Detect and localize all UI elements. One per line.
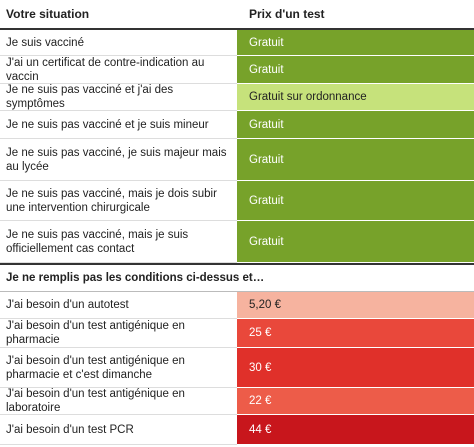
price-cell: 30 €: [237, 348, 474, 388]
table-row: J'ai besoin d'un test antigénique en pha…: [0, 319, 474, 348]
price-cell: Gratuit: [237, 111, 474, 139]
price-cell: 44 €: [237, 415, 474, 445]
situation-cell: J'ai besoin d'un test antigénique en lab…: [0, 388, 237, 415]
section-body: J'ai besoin d'un autotest 5,20 € J'ai beso…: [0, 292, 474, 445]
situation-cell: Je ne suis pas vacciné et j'ai des sympt…: [0, 84, 237, 111]
price-cell: 25 €: [237, 319, 474, 348]
situation-cell: J'ai besoin d'un test antigénique en pha…: [0, 348, 237, 388]
situation-cell: J'ai besoin d'un autotest: [0, 292, 237, 319]
header-row: Votre situation Prix d'un test: [0, 0, 474, 30]
price-cell: Gratuit: [237, 139, 474, 181]
situation-cell: Je ne suis pas vacciné et je suis mineur: [0, 111, 237, 139]
table-row: Je ne suis pas vacciné, mais je dois sub…: [0, 181, 474, 221]
table-row: J'ai un certificat de contre-indication …: [0, 56, 474, 84]
table-row: Je ne suis pas vacciné, mais je suis off…: [0, 221, 474, 263]
table-row: Je ne suis pas vacciné et je suis mineur…: [0, 111, 474, 139]
table-body: Je suis vacciné Gratuit J'ai un certificat…: [0, 30, 474, 263]
situation-cell: Je ne suis pas vacciné, mais je dois sub…: [0, 181, 237, 221]
situation-cell: Je ne suis pas vacciné, je suis majeur m…: [0, 139, 237, 181]
header-cell: Prix d'un test: [249, 7, 325, 21]
table-row: Je ne suis pas vacciné, je suis majeur m…: [0, 139, 474, 181]
situation-cell: Je ne suis pas vacciné, mais je suis off…: [0, 221, 237, 263]
table-row: Je suis vacciné Gratuit: [0, 30, 474, 56]
table-row: J'ai besoin d'un autotest 5,20 €: [0, 292, 474, 319]
table-row: J'ai besoin d'un test antigénique en lab…: [0, 388, 474, 415]
table-row: J'ai besoin d'un test antigénique en pha…: [0, 348, 474, 388]
price-cell: 22 €: [237, 388, 474, 415]
header-cell: Votre situation: [6, 7, 90, 21]
price-cell: Gratuit: [237, 30, 474, 56]
situation-cell: J'ai besoin d'un test PCR: [0, 415, 237, 445]
price-cell: 5,20 €: [237, 292, 474, 319]
price-cell: Gratuit sur ordonnance: [237, 84, 474, 111]
situation-cell: J'ai un certificat de contre-indication …: [0, 56, 237, 84]
situation-cell: Je suis vacciné: [0, 30, 237, 56]
price-cell: Gratuit: [237, 221, 474, 263]
price-cell: Gratuit: [237, 56, 474, 84]
table-row: Je ne suis pas vacciné et j'ai des sympt…: [0, 84, 474, 111]
section-title: Je ne remplis pas les conditions ci-dess…: [0, 263, 474, 292]
situation-cell: J'ai besoin d'un test antigénique en pha…: [0, 319, 237, 348]
table-row: J'ai besoin d'un test PCR 44 €: [0, 415, 474, 445]
price-cell: Gratuit: [237, 181, 474, 221]
